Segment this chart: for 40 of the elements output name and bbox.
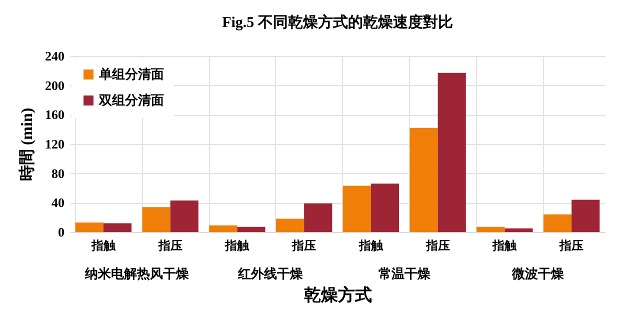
legend-label: 双组分清面 [98,92,164,108]
x-tick-label: 指触 [90,238,116,252]
bar [342,186,371,232]
bar [170,200,198,232]
bar [504,228,533,232]
y-axis-title: 時間 (min) [18,108,36,182]
y-tick-label: 40 [52,195,64,210]
x-tick-label: 指压 [157,238,182,252]
x-tick-label: 指压 [558,238,584,252]
bar [543,214,572,232]
legend-label: 单组分清面 [98,66,164,82]
bar [237,226,266,232]
bar [410,128,438,232]
chart-title: Fig.5 不同乾燥方式的乾燥速度對比 [222,13,453,31]
bar [476,226,505,232]
x-tick-label: 指压 [291,238,316,252]
y-tick-label: 200 [45,78,64,93]
bar [304,203,332,232]
text: 纳米电解热风干燥 [84,266,189,281]
y-tick-label: 240 [45,48,64,64]
bar [75,222,104,232]
y-tick-label: 160 [45,107,64,122]
text: 红外线干燥 [237,266,304,281]
text: 常温干燥 [378,266,430,281]
bar [572,200,600,232]
x-axis-title: 乾燥方式 [304,286,372,304]
text: 微波干燥 [511,266,564,281]
x-tick-label: 指压 [424,238,450,252]
bar [276,218,304,232]
x-tick-label: 指触 [492,238,518,252]
y-tick-label: 80 [52,166,64,181]
bar [103,223,132,232]
x-tick-label: 指触 [358,238,384,252]
y-tick-label: 0 [58,224,64,240]
bar [438,72,466,232]
y-tick-label: 120 [45,136,64,152]
bar [142,207,170,232]
bar [370,184,400,232]
x-tick-label: 指触 [224,238,250,252]
bar [209,225,238,232]
